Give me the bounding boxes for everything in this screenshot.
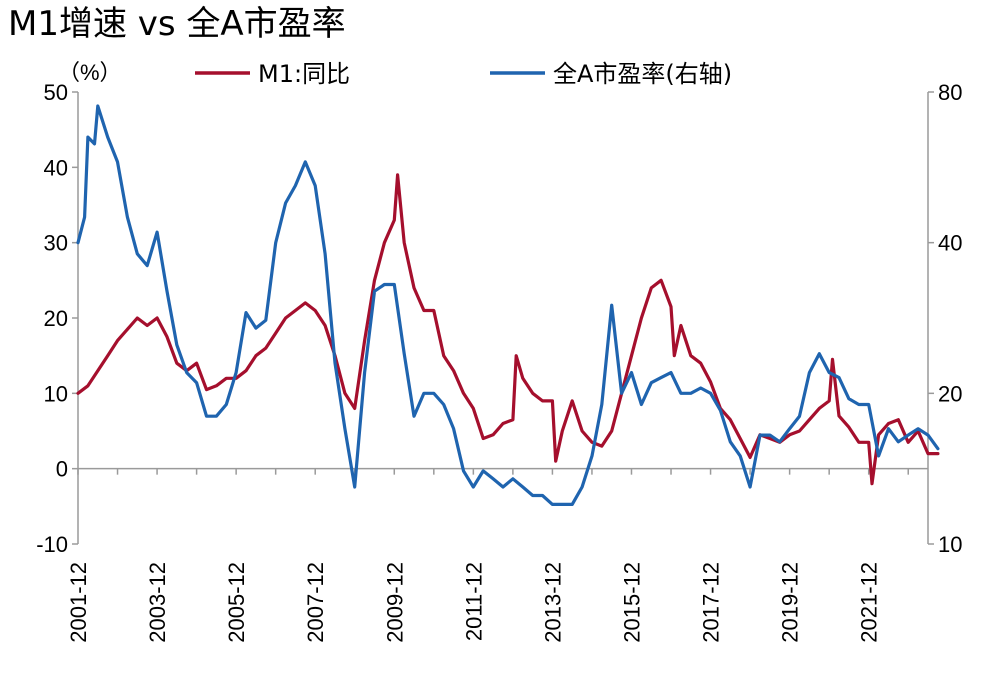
left-tick-label: 30 [44, 231, 68, 256]
series-line-1 [76, 104, 940, 506]
left-tick-label: 40 [44, 155, 68, 180]
x-tick-label: 2009-12 [382, 562, 407, 643]
left-tick-label: 20 [44, 306, 68, 331]
x-tick-label: 2019-12 [778, 562, 803, 643]
right-tick-label: 20 [938, 381, 962, 406]
series-line-0 [76, 173, 940, 486]
left-tick-label: 0 [56, 457, 68, 482]
x-tick-label: 2015-12 [619, 562, 644, 643]
left-axis-unit: （%） [58, 60, 122, 85]
x-tick-label: 2021-12 [857, 562, 882, 643]
right-tick-label: 40 [938, 231, 962, 256]
x-tick-label: 2013-12 [540, 562, 565, 643]
x-tick-label: 2003-12 [145, 562, 170, 643]
right-tick-label: 10 [938, 532, 962, 557]
legend-label-1: 全A市盈率(右轴) [553, 60, 732, 88]
x-tick-label: 2001-12 [66, 562, 91, 643]
right-tick-label: 80 [938, 80, 962, 105]
left-tick-label: 50 [44, 80, 68, 105]
axes: -10 0 10 20 30 40 50（%） 10 20 40 80 2001-12 2003-12 2… [36, 60, 962, 643]
x-tick-label: 2017-12 [699, 562, 724, 643]
left-tick-label: -10 [36, 532, 68, 557]
series-group [76, 104, 940, 506]
chart-title: M1增速 vs 全A市盈率 [8, 4, 346, 44]
legend: M1:同比 全A市盈率(右轴) [195, 60, 732, 88]
x-tick-label: 2007-12 [303, 562, 328, 643]
left-tick-label: 10 [44, 381, 68, 406]
x-tick-label: 2005-12 [224, 562, 249, 643]
legend-label-0: M1:同比 [258, 60, 350, 88]
x-tick-label: 2011-12 [461, 562, 486, 641]
